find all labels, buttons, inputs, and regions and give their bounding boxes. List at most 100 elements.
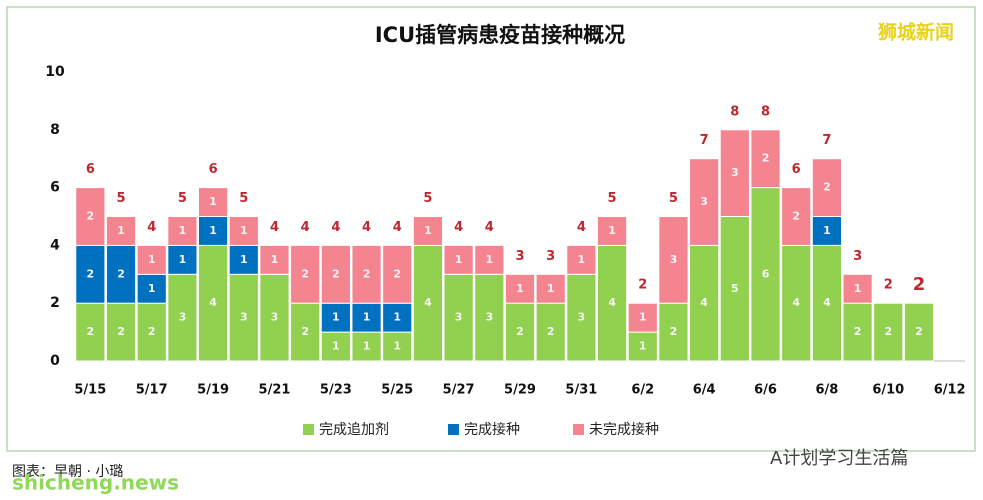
- segment-label: 1: [455, 253, 463, 266]
- x-tick-label: 6/10: [872, 383, 904, 398]
- segment-label: 1: [363, 311, 371, 324]
- segment-label: 2: [823, 181, 831, 194]
- bar-segment: [689, 244, 720, 362]
- segment-label: 2: [792, 210, 800, 223]
- bar-segment: [382, 331, 413, 362]
- segment-label: 2: [87, 210, 95, 223]
- segment-label: 3: [455, 311, 463, 324]
- segment-label: 1: [823, 224, 831, 237]
- bar-segment: [689, 158, 720, 246]
- x-tick-label: 5/31: [565, 383, 597, 398]
- bar-segment: [351, 244, 382, 304]
- bar-segment: [167, 273, 198, 362]
- segment-label: 5: [731, 282, 739, 295]
- segment-label: 1: [639, 311, 647, 324]
- x-tick-label: 5/17: [136, 383, 168, 398]
- bar-segment: [228, 273, 259, 362]
- bar-segment: [290, 244, 321, 304]
- segment-label: 1: [148, 282, 156, 295]
- bar-segment: [781, 187, 812, 246]
- total-label: 8: [730, 104, 739, 119]
- total-label: 5: [423, 191, 432, 206]
- bar-segment: [504, 273, 536, 304]
- segment-label: 3: [731, 166, 739, 179]
- y-tick-label: 10: [45, 64, 65, 80]
- segment-label: 3: [179, 311, 187, 324]
- legend-swatch: [573, 424, 584, 435]
- credit: 图表：早朝 · 小璐: [12, 464, 123, 480]
- bar-segment: [719, 216, 750, 362]
- segment-label: 2: [670, 325, 678, 338]
- total-label: 4: [393, 220, 402, 235]
- bar-segment: [842, 273, 873, 304]
- segment-label: 1: [117, 224, 125, 237]
- segment-label: 2: [117, 325, 125, 338]
- x-tick-label: 6/2: [631, 383, 654, 398]
- segment-label: 3: [485, 311, 493, 324]
- segment-label: 4: [209, 296, 217, 309]
- segment-label: 2: [117, 267, 125, 280]
- segment-label: 2: [148, 325, 156, 338]
- total-label: 5: [239, 191, 248, 206]
- total-label: 3: [853, 249, 862, 264]
- bar-segment: [320, 244, 351, 304]
- y-tick-label: 0: [50, 353, 60, 369]
- segment-label: 2: [87, 325, 95, 338]
- segment-label: 2: [301, 325, 309, 338]
- total-label: 4: [147, 220, 156, 235]
- y-tick-label: 2: [50, 295, 60, 311]
- segment-label: 3: [240, 311, 248, 324]
- bar-segment: [658, 216, 689, 304]
- segment-label: 2: [393, 267, 401, 280]
- x-tick-label: 6/6: [754, 383, 777, 398]
- total-label: 2: [913, 274, 926, 295]
- bar-segment: [811, 244, 842, 362]
- segment-label: 4: [700, 296, 708, 309]
- bar-segment: [474, 273, 505, 362]
- segment-label: 1: [854, 282, 862, 295]
- segment-label: 1: [608, 224, 616, 237]
- account: A计划学习生活篇: [770, 448, 908, 469]
- total-label: 4: [577, 220, 586, 235]
- bar-segment: [873, 302, 904, 362]
- bar-segment: [198, 216, 229, 246]
- total-label: 4: [362, 220, 371, 235]
- segment-label: 1: [240, 253, 248, 266]
- x-tick-label: 5/21: [259, 383, 291, 398]
- bar-segment: [535, 302, 566, 362]
- total-label: 4: [331, 220, 340, 235]
- bar-segment: [228, 244, 259, 275]
- bar-segment: [658, 302, 689, 362]
- total-label: 5: [178, 191, 187, 206]
- segment-label: 2: [915, 325, 923, 338]
- total-label: 4: [454, 220, 463, 235]
- bar-segment: [443, 244, 474, 275]
- segment-label: 3: [700, 195, 708, 208]
- y-tick-label: 8: [50, 122, 60, 138]
- segment-label: 4: [823, 296, 831, 309]
- segment-label: 2: [516, 325, 524, 338]
- total-label: 3: [546, 249, 555, 264]
- bar-segment: [382, 302, 413, 333]
- total-label: 5: [608, 191, 617, 206]
- segment-label: 3: [271, 311, 279, 324]
- legend-swatch: [448, 424, 459, 435]
- segment-label: 1: [209, 195, 217, 208]
- site: shicheng.news: [12, 471, 179, 495]
- bar-segment: [75, 244, 106, 304]
- total-label: 2: [884, 278, 893, 293]
- segment-label: 1: [271, 253, 279, 266]
- total-label: 6: [86, 162, 95, 177]
- segment-label: 2: [762, 152, 770, 165]
- segment-label: 1: [516, 282, 524, 295]
- segment-label: 1: [240, 224, 248, 237]
- bar-segment: [566, 273, 597, 362]
- bar-segment: [596, 244, 628, 362]
- bar-segment: [750, 129, 781, 189]
- segment-label: 3: [670, 253, 678, 266]
- legend-swatch: [303, 424, 314, 435]
- total-label: 7: [700, 133, 709, 148]
- bar-segment: [198, 187, 229, 218]
